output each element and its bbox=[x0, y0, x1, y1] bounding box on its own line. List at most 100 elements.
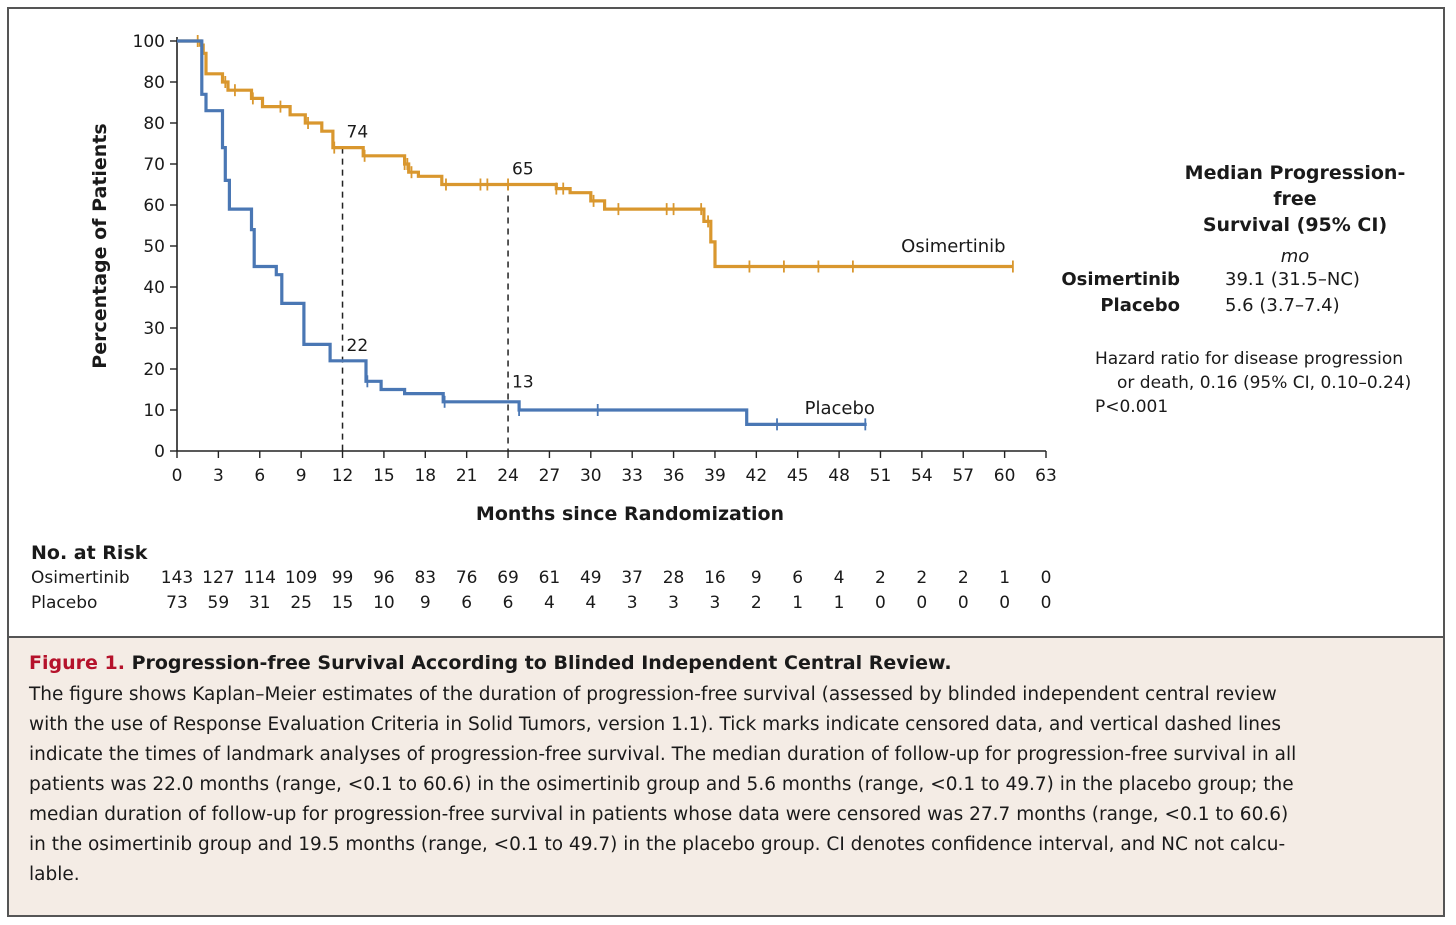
series-layer: 74 65 Osimertinib 22 13 Placebo bbox=[177, 35, 1014, 451]
x-axis-title: Months since Randomization bbox=[476, 503, 784, 525]
x-tick-label: 3 bbox=[213, 466, 224, 486]
risk-count: 4 bbox=[585, 593, 597, 613]
risk-count: 4 bbox=[833, 568, 845, 588]
hazard-ratio-line2: or death, 0.16 (95% CI, 0.10–0.24) bbox=[1117, 373, 1412, 393]
risk-count: 9 bbox=[750, 568, 762, 588]
risk-count: 59 bbox=[207, 593, 230, 613]
median-group-value: 39.1 (31.5–NC) bbox=[1225, 269, 1360, 290]
median-pfs-panel: Median Progression-free Survival (95% CI… bbox=[1060, 160, 1435, 419]
risk-count: 0 bbox=[1040, 593, 1052, 613]
median-group-name: Placebo bbox=[1100, 295, 1180, 316]
median-title-line1: Median Progression-free bbox=[1184, 162, 1406, 210]
risk-count: 16 bbox=[704, 568, 726, 588]
risk-count: 2 bbox=[875, 568, 886, 588]
risk-count: 0 bbox=[999, 593, 1011, 613]
y-tick-label: 80 bbox=[143, 114, 165, 134]
p-value: P<0.001 bbox=[1095, 397, 1169, 417]
risk-count: 6 bbox=[461, 593, 473, 613]
median-panel-title: Median Progression-free Survival (95% CI… bbox=[1170, 160, 1420, 238]
risk-count: 83 bbox=[414, 568, 437, 588]
x-tick-label: 57 bbox=[952, 466, 974, 486]
y-tick-label: 10 bbox=[143, 401, 165, 421]
risk-count: 2 bbox=[916, 568, 928, 588]
risk-count: 37 bbox=[621, 568, 643, 588]
x-tick-label: 9 bbox=[296, 466, 307, 486]
y-tick-label: 40 bbox=[143, 278, 165, 298]
risk-count: 109 bbox=[284, 568, 318, 588]
landmark-value-label: 65 bbox=[512, 160, 534, 180]
risk-count: 69 bbox=[497, 568, 519, 588]
landmark-value-label: 22 bbox=[347, 336, 369, 356]
caption-body: The figure shows Kaplan–Meier estimates … bbox=[29, 680, 1423, 890]
caption-line: lable. bbox=[29, 864, 80, 885]
x-tick-label: 30 bbox=[580, 466, 602, 486]
y-tick-label: 30 bbox=[143, 319, 165, 339]
risk-count: 31 bbox=[248, 593, 271, 613]
y-tick-label: 20 bbox=[143, 360, 165, 380]
figure-caption: Figure 1. Progression-free Survival Acco… bbox=[9, 636, 1443, 915]
y-tick-label: 0 bbox=[154, 442, 165, 462]
hazard-ratio-text: Hazard ratio for disease progression or … bbox=[1095, 347, 1435, 419]
series-line-osimertinib bbox=[177, 39, 1013, 269]
x-tick-label: 42 bbox=[746, 466, 768, 486]
x-tick-label: 27 bbox=[539, 466, 561, 486]
median-title-line2: Survival (95% CI) bbox=[1202, 214, 1388, 236]
x-tick-label: 24 bbox=[497, 466, 519, 486]
x-tick-label: 39 bbox=[704, 466, 726, 486]
risk-count: 49 bbox=[579, 568, 602, 588]
y-tick-label: 80 bbox=[143, 73, 165, 93]
x-tick-label: 12 bbox=[332, 466, 354, 486]
median-group-name: Osimertinib bbox=[1061, 269, 1180, 290]
risk-count: 10 bbox=[373, 593, 395, 613]
risk-count: 114 bbox=[243, 568, 276, 588]
x-tick-label: 0 bbox=[172, 466, 183, 486]
risk-row-name-osimertinib: Osimertinib bbox=[31, 568, 130, 588]
x-tick-label: 51 bbox=[870, 466, 892, 486]
landmark-value-label: 74 bbox=[347, 123, 369, 143]
median-unit: mo bbox=[1280, 246, 1310, 267]
x-tick-label: 15 bbox=[373, 466, 395, 486]
caption-line: indicate the times of landmark analyses … bbox=[29, 744, 1297, 765]
x-tick-label: 21 bbox=[456, 466, 478, 486]
caption-title: Progression-free Survival According to B… bbox=[131, 652, 952, 674]
median-row-osimertinib: Osimertinib 39.1 (31.5–NC) bbox=[1060, 267, 1435, 293]
risk-count: 6 bbox=[502, 593, 514, 613]
risk-count: 9 bbox=[419, 593, 431, 613]
y-axis-title: Percentage of Patients bbox=[89, 123, 111, 368]
risk-count: 1 bbox=[999, 568, 1011, 588]
risk-count: 99 bbox=[331, 568, 354, 588]
risk-count: 127 bbox=[202, 568, 235, 588]
risk-count: 3 bbox=[626, 593, 638, 613]
y-tick-label: 50 bbox=[143, 237, 165, 257]
risk-count: 2 bbox=[957, 568, 969, 588]
risk-count: 73 bbox=[166, 593, 188, 613]
landmark-value-label: 13 bbox=[512, 373, 534, 393]
risk-count: 1 bbox=[792, 593, 804, 613]
risk-count: 0 bbox=[875, 593, 886, 613]
x-tick-label: 54 bbox=[911, 466, 933, 486]
caption-line: patients was 22.0 months (range, <0.1 to… bbox=[29, 774, 1294, 795]
risk-count: 96 bbox=[373, 568, 395, 588]
risk-count: 4 bbox=[544, 593, 555, 613]
risk-table-title: No. at Risk bbox=[31, 542, 148, 564]
risk-count: 0 bbox=[957, 593, 969, 613]
risk-count: 25 bbox=[290, 593, 312, 613]
x-tick-label: 63 bbox=[1035, 466, 1057, 486]
y-tick-label: 60 bbox=[143, 196, 165, 216]
risk-count: 0 bbox=[916, 593, 928, 613]
x-tick-label: 33 bbox=[621, 466, 643, 486]
y-tick-label: 70 bbox=[143, 155, 165, 175]
risk-count: 2 bbox=[750, 593, 762, 613]
x-tick-label: 45 bbox=[787, 466, 809, 486]
x-tick-label: 60 bbox=[994, 466, 1016, 486]
caption-line: median duration of follow-up for progres… bbox=[29, 804, 1289, 825]
caption-heading: Figure 1. Progression-free Survival Acco… bbox=[29, 652, 1423, 674]
risk-count: 3 bbox=[668, 593, 679, 613]
risk-count: 6 bbox=[792, 568, 804, 588]
risk-count: 143 bbox=[160, 568, 194, 588]
y-tick-label: 100 bbox=[133, 32, 165, 52]
series-label-osimertinib: Osimertinib bbox=[901, 236, 1005, 257]
caption-line: The figure shows Kaplan–Meier estimates … bbox=[29, 684, 1277, 705]
